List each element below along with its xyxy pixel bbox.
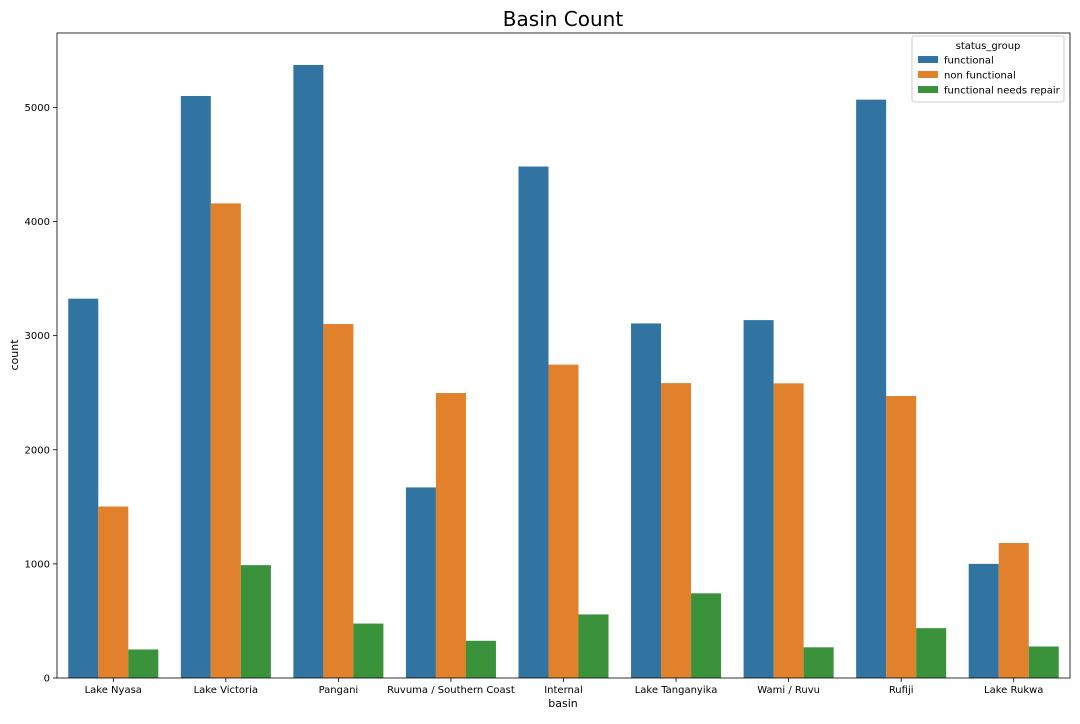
bar-functional-needs-repair bbox=[691, 593, 722, 678]
x-tick-label: Rufiji bbox=[889, 685, 914, 696]
y-tick-label: 0 bbox=[44, 674, 50, 685]
x-tick-label: Lake Tanganyika bbox=[635, 685, 718, 696]
bar-functional-needs-repair bbox=[916, 628, 947, 678]
bar-functional bbox=[968, 563, 999, 678]
bar-functional-needs-repair bbox=[1028, 646, 1059, 678]
x-tick-label: Ruvuma / Southern Coast bbox=[387, 685, 515, 696]
legend-label-functional-needs-repair: functional needs repair bbox=[944, 86, 1061, 97]
bar-functional bbox=[743, 320, 774, 678]
bar-functional bbox=[68, 298, 99, 678]
y-tick-label: 5000 bbox=[25, 103, 50, 114]
bar-functional bbox=[293, 64, 324, 678]
y-axis-label: count bbox=[8, 339, 21, 371]
legend-swatch-functional-needs-repair bbox=[918, 86, 938, 93]
bar-functional bbox=[631, 323, 662, 678]
bar-non-functional bbox=[323, 324, 354, 678]
legend-label-non-functional: non functional bbox=[944, 71, 1016, 82]
bar-functional-needs-repair bbox=[128, 649, 159, 678]
bar-non-functional bbox=[98, 506, 129, 678]
bar-functional-needs-repair bbox=[353, 623, 384, 678]
bar-functional-needs-repair bbox=[240, 565, 271, 678]
bar-non-functional bbox=[773, 383, 804, 678]
x-tick-label: Lake Rukwa bbox=[984, 685, 1043, 696]
bar-functional-needs-repair bbox=[803, 647, 834, 678]
x-tick-label: Wami / Ruvu bbox=[757, 685, 820, 696]
bar-functional-needs-repair bbox=[578, 614, 609, 678]
y-tick-label: 3000 bbox=[25, 331, 50, 342]
y-tick-label: 1000 bbox=[25, 559, 50, 570]
x-tick-label: Pangani bbox=[319, 685, 359, 696]
x-tick-label: Lake Nyasa bbox=[85, 685, 142, 696]
legend-label-functional: functional bbox=[944, 56, 994, 67]
x-tick-label: Lake Victoria bbox=[194, 685, 258, 696]
plot-area: Lake Nyasa Lake Victoria Pangani Ruvuma / S… bbox=[25, 32, 1071, 696]
legend-swatch-non-functional bbox=[918, 71, 938, 78]
bar-non-functional bbox=[998, 542, 1029, 678]
bar-non-functional bbox=[886, 396, 917, 678]
y-tick-label: 4000 bbox=[25, 217, 50, 228]
bar-functional bbox=[180, 95, 211, 678]
x-axis-label: basin bbox=[548, 697, 578, 710]
legend-swatch-functional bbox=[918, 56, 938, 63]
chart-title: Basin Count bbox=[503, 7, 624, 31]
bar-functional bbox=[518, 166, 549, 678]
bar-non-functional bbox=[210, 203, 241, 678]
bar-functional bbox=[405, 487, 436, 678]
x-tick-label: Internal bbox=[544, 685, 583, 696]
bar-non-functional bbox=[435, 393, 466, 678]
legend-title: status_group bbox=[956, 41, 1021, 52]
bar-non-functional bbox=[661, 383, 692, 678]
y-tick-label: 2000 bbox=[25, 445, 50, 456]
legend-frame bbox=[911, 35, 1065, 103]
legend: status_group functional non functional fun… bbox=[911, 35, 1065, 103]
bar-non-functional bbox=[548, 364, 579, 678]
bar-functional-needs-repair bbox=[465, 640, 496, 678]
bar-functional bbox=[856, 99, 887, 678]
